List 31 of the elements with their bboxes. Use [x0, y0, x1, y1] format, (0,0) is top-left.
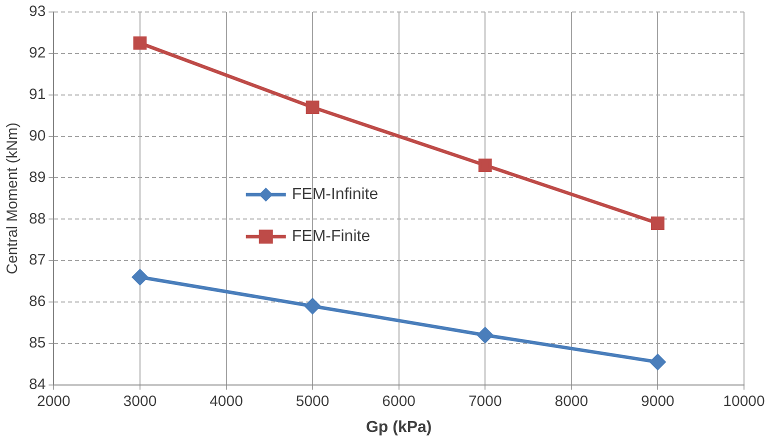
point — [650, 354, 666, 370]
y-tick-label: 90 — [28, 127, 46, 144]
legend-label: FEM-Finite — [292, 228, 370, 246]
x-tick-label: 4000 — [210, 392, 243, 410]
point — [132, 269, 148, 285]
x-tick-label: 6000 — [382, 392, 416, 410]
y-tick-label: 86 — [28, 293, 46, 310]
point — [133, 36, 147, 50]
point — [304, 298, 320, 314]
x-tick-label: 5000 — [296, 392, 330, 410]
y-tick-label: 93 — [28, 3, 46, 20]
x-tick-label: 3000 — [123, 392, 157, 410]
x-tick-label: 7000 — [468, 392, 502, 410]
point — [651, 216, 664, 230]
x-tick-label: 2000 — [36, 392, 70, 410]
y-tick-label: 91 — [28, 86, 46, 103]
x-axis-title: Gp (kPa) — [366, 418, 432, 436]
y-tick-label: 88 — [28, 210, 46, 228]
x-tick-label: 10000 — [723, 392, 765, 410]
point — [306, 100, 320, 114]
y-axis-title: Central Moment (kNm) — [4, 122, 22, 274]
x-tick-label: 9000 — [641, 392, 674, 410]
legend-label: FEM-Infinite — [292, 186, 378, 204]
point — [477, 327, 493, 343]
y-tick-label: 92 — [28, 44, 46, 62]
y-tick-label: 84 — [28, 376, 46, 393]
y-tick-label: 89 — [28, 168, 46, 186]
point — [478, 158, 492, 172]
x-tick-label: 8000 — [554, 392, 588, 410]
y-tick-label: 87 — [28, 252, 46, 269]
y-tick-label: 85 — [28, 334, 46, 352]
